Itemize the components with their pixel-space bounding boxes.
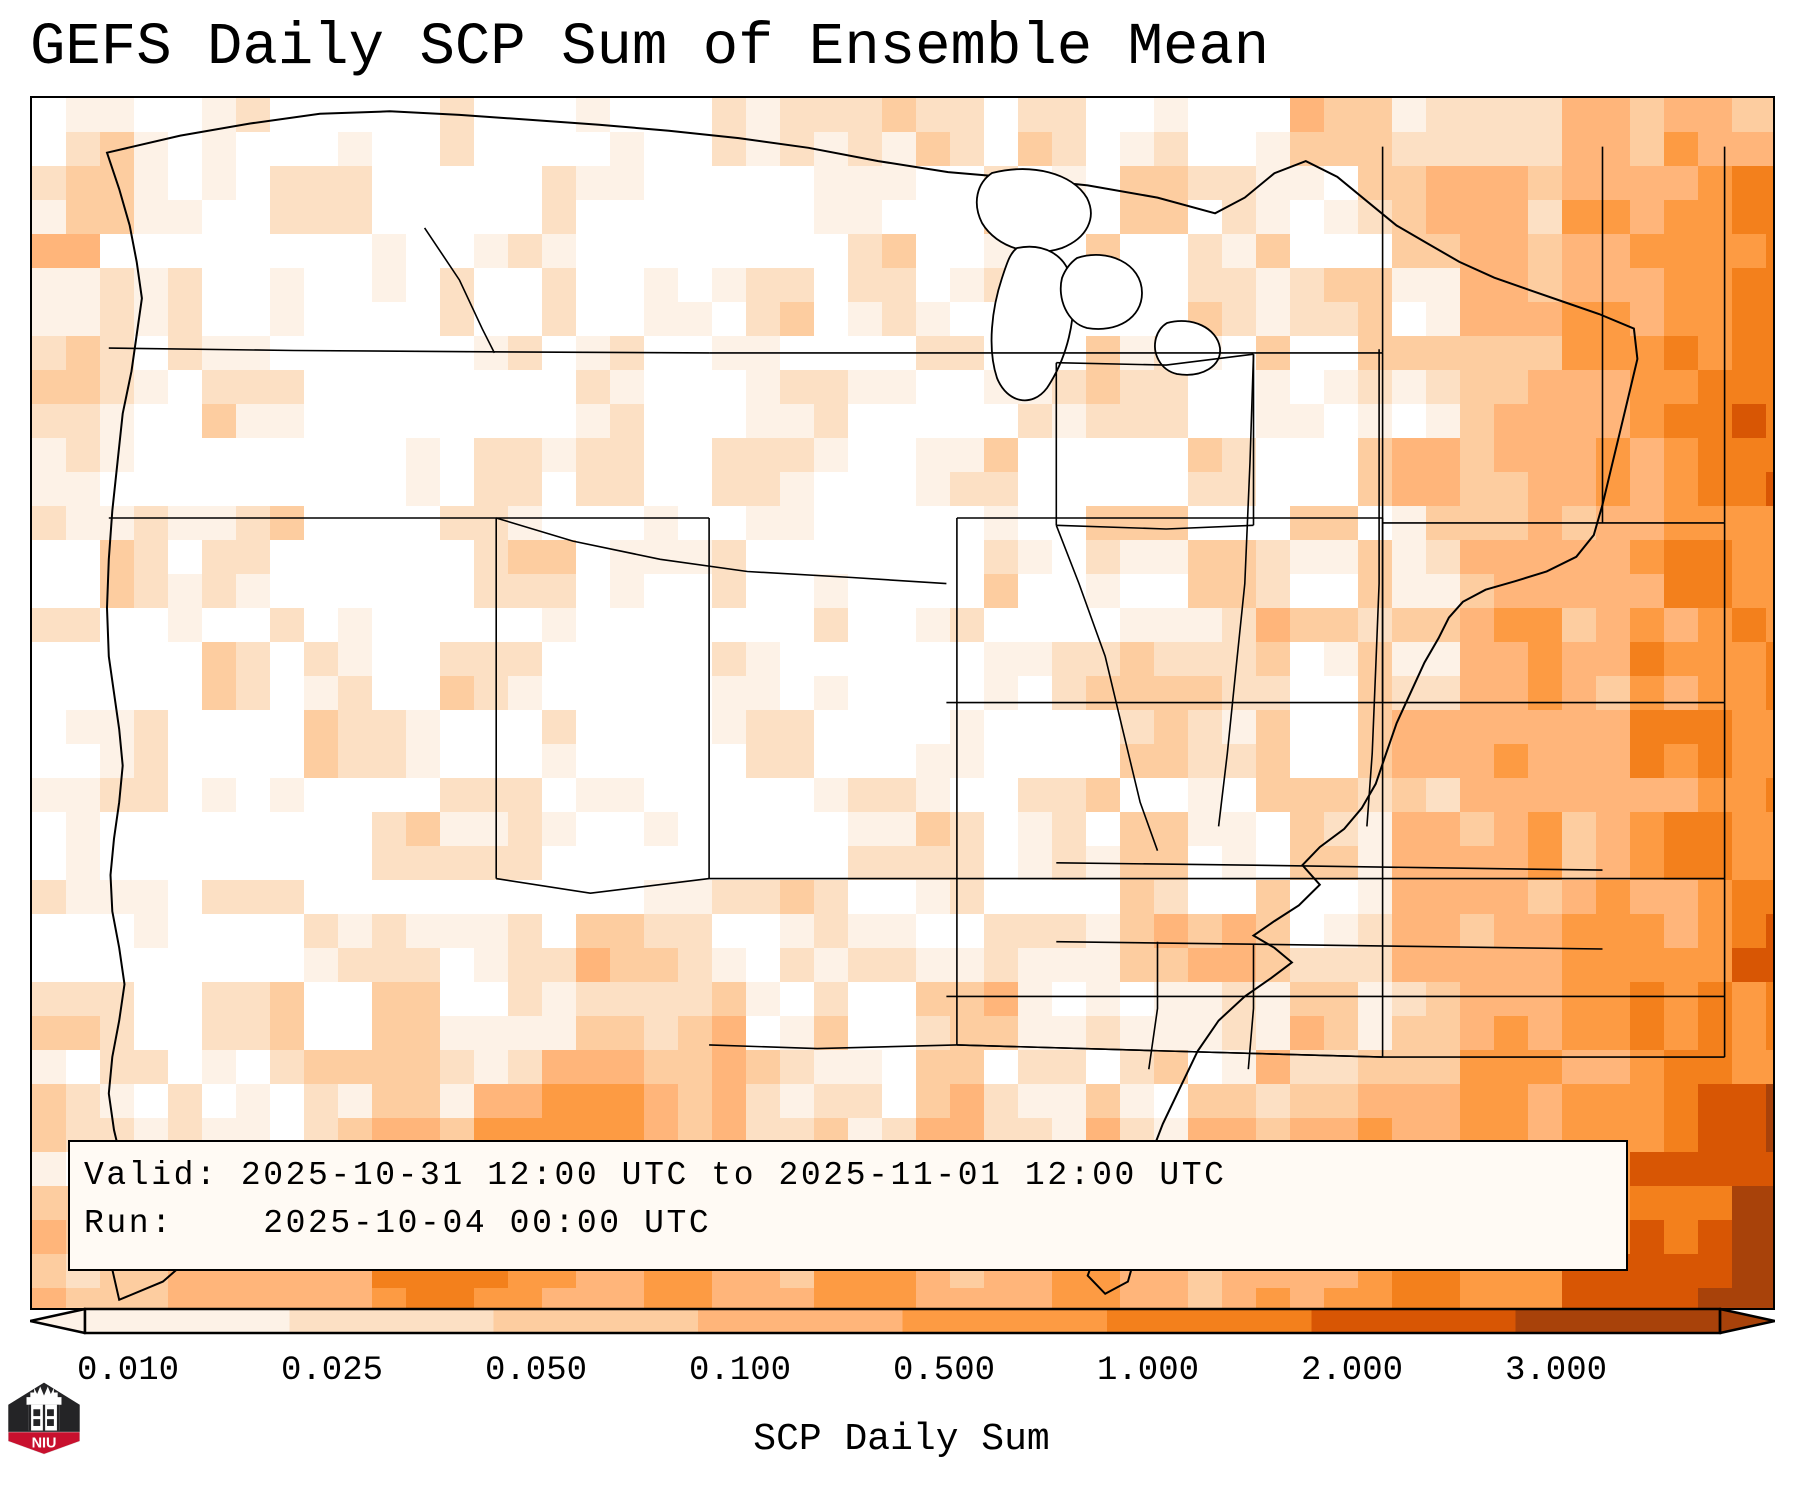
svg-text:NIU: NIU <box>32 1435 57 1451</box>
